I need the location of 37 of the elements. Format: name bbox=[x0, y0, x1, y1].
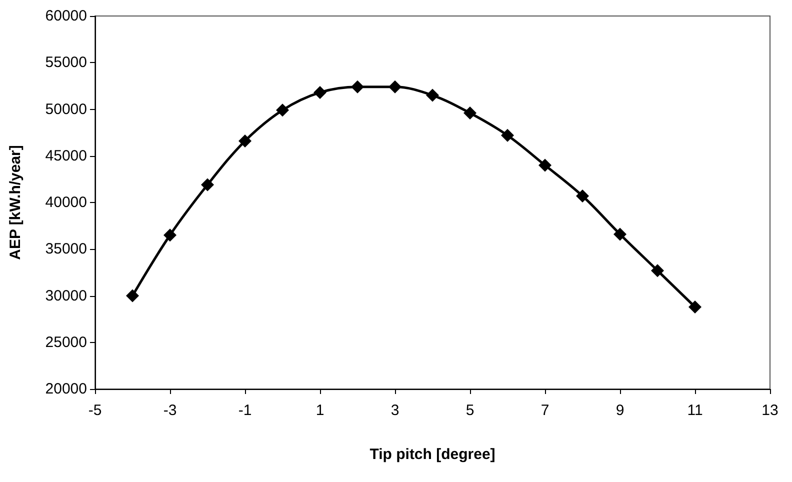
y-tick-label: 60000 bbox=[45, 8, 87, 24]
point bbox=[614, 228, 626, 241]
x-tick-label: -1 bbox=[238, 402, 252, 419]
y-tick-label: 20000 bbox=[45, 380, 87, 398]
point bbox=[238, 134, 252, 148]
y-tick-label: 50000 bbox=[45, 100, 87, 118]
x-tick-label: 1 bbox=[316, 402, 324, 419]
point bbox=[538, 158, 552, 172]
x-tick-label: 3 bbox=[390, 402, 400, 419]
point bbox=[651, 264, 664, 278]
point bbox=[351, 80, 364, 94]
x-tick-label: 11 bbox=[687, 402, 703, 419]
x-tick-label: -5 bbox=[88, 402, 102, 419]
point bbox=[276, 104, 289, 117]
x-tick-label: 5 bbox=[466, 402, 474, 419]
point bbox=[576, 189, 589, 202]
point bbox=[314, 86, 326, 99]
point bbox=[126, 289, 139, 302]
point bbox=[426, 88, 439, 102]
x-tick-label: -3 bbox=[163, 402, 177, 419]
y-axis-title: AEP [kW.h/year] bbox=[7, 145, 24, 260]
point bbox=[164, 228, 176, 242]
y-tick-label: 40000 bbox=[45, 194, 87, 211]
x-tick-label: 9 bbox=[616, 402, 624, 419]
point bbox=[688, 300, 702, 314]
y-tick-label: 35000 bbox=[45, 240, 87, 258]
x-tick-label: 13 bbox=[762, 402, 778, 419]
x-tick-label: 7 bbox=[540, 402, 550, 419]
point bbox=[388, 80, 402, 94]
point bbox=[201, 178, 214, 192]
y-tick-label: 25000 bbox=[45, 334, 87, 351]
y-tick-label: 45000 bbox=[45, 147, 87, 164]
y-tick-label: 30000 bbox=[45, 287, 87, 304]
point bbox=[501, 128, 514, 142]
point bbox=[464, 106, 476, 120]
x-axis-title: Tip pitch [degree] bbox=[370, 446, 496, 463]
y-tick-label: 55000 bbox=[45, 54, 87, 72]
